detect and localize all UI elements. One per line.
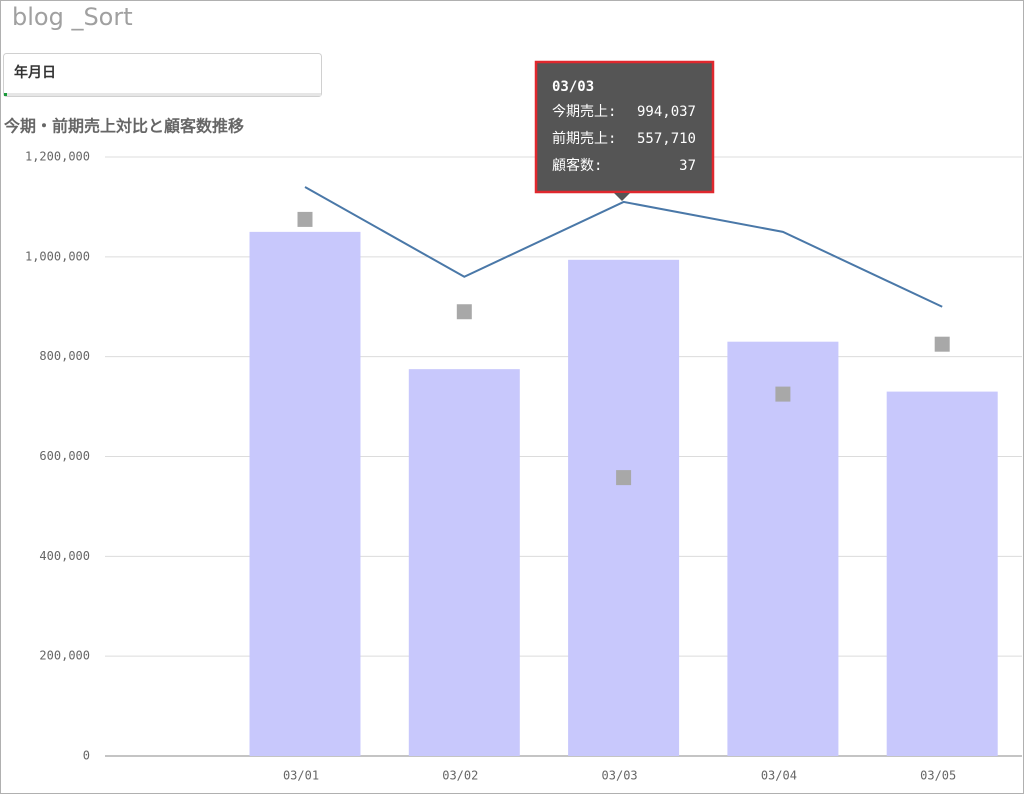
y-tick-label: 600,000 <box>39 449 90 463</box>
x-tick-label: 03/02 <box>442 769 478 783</box>
bar <box>249 231 361 756</box>
tooltip-box <box>534 60 715 194</box>
y-tick-label: 0 <box>83 749 90 763</box>
bar <box>408 369 520 756</box>
x-tick-label: 03/05 <box>920 769 956 783</box>
filter-indicator <box>4 93 7 96</box>
filter-box[interactable]: 年月日 <box>3 53 322 97</box>
bar <box>568 259 680 756</box>
point <box>934 336 950 352</box>
y-tick-label: 1,200,000 <box>25 150 90 164</box>
tooltip-value: 37 <box>679 158 696 174</box>
point <box>616 470 632 486</box>
chart-title: 今期・前期売上対比と顧客数推移 <box>3 117 244 136</box>
bar <box>727 341 839 756</box>
plot: 0 200,000 400,000 600,000 800,000 1,000,000 1,… <box>25 150 1022 783</box>
point <box>456 304 472 320</box>
filter-frame[interactable] <box>3 53 322 97</box>
x-tick-label: 03/01 <box>283 769 319 783</box>
point <box>775 386 791 402</box>
y-tick-label: 400,000 <box>39 549 90 563</box>
tooltip: 03/03 今期売上: 994,037 前期売上: 557,710 顧客数: 37 <box>534 60 715 201</box>
tooltip-pointer <box>614 193 630 201</box>
tooltip-value: 994,037 <box>637 104 696 120</box>
filter-label[interactable]: 年月日 <box>14 64 56 81</box>
tooltip-label: 今期売上: <box>552 104 616 120</box>
tooltip-label: 前期売上: <box>552 130 616 147</box>
y-tick-label: 200,000 <box>39 649 90 663</box>
y-tick-label: 800,000 <box>39 349 90 363</box>
sheet-title: blog _Sort <box>12 3 133 31</box>
point <box>297 211 313 227</box>
y-tick-label: 1,000,000 <box>25 249 90 263</box>
x-tick-label: 03/04 <box>761 769 797 783</box>
filter-bar <box>4 93 321 96</box>
tooltip-value: 557,710 <box>637 131 696 147</box>
bar <box>886 391 998 756</box>
tooltip-label: 顧客数: <box>552 157 602 174</box>
line <box>304 186 943 308</box>
x-tick-label: 03/03 <box>602 769 638 783</box>
tooltip-title: 03/03 <box>552 79 594 95</box>
